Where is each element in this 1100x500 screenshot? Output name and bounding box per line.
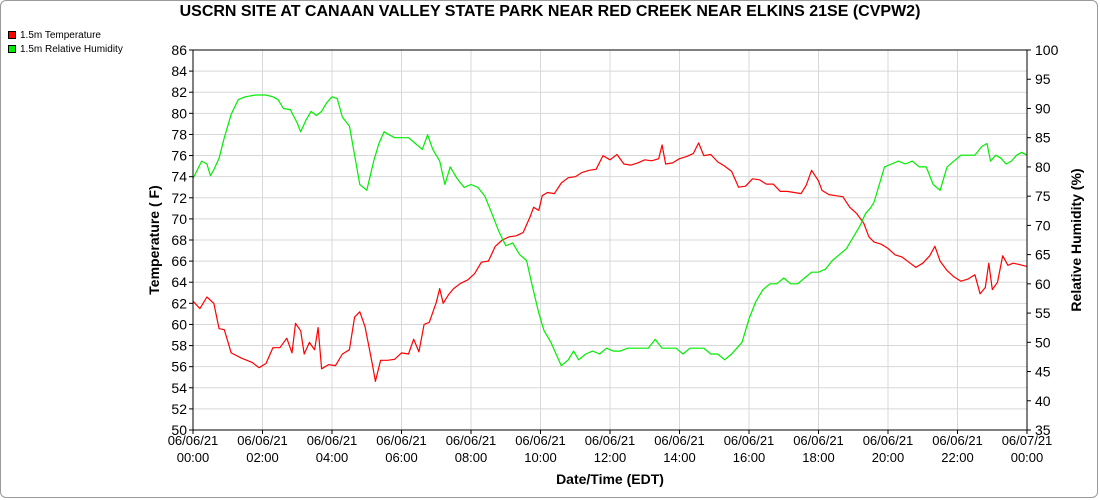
- left-tick-label: 68: [171, 232, 187, 248]
- left-tick-label: 82: [171, 84, 187, 100]
- grid-lines: [192, 49, 1028, 431]
- x-tick-label-time: 10:00: [524, 450, 557, 465]
- legend-item-humidity: 1.5m Relative Humidity: [8, 42, 123, 56]
- x-tick-label-date: 06/06/21: [654, 433, 705, 448]
- x-tick-label-date: 06/06/21: [585, 433, 636, 448]
- left-tick-label: 54: [171, 380, 187, 396]
- right-tick-label: 80: [1035, 159, 1051, 175]
- series-line-temperature: [192, 142, 1028, 382]
- right-y-axis: 35 40 45 50 55 60 65 70 75 80 85 90 95 100: [1027, 42, 1059, 438]
- left-tick-label: 72: [171, 190, 187, 206]
- right-tick-label: 60: [1035, 276, 1051, 292]
- x-axis: 06/06/21 00:00 06/06/21 02:00 06/06/21 04:00 0…: [168, 430, 1053, 465]
- legend-label-temperature: 1.5m Temperature: [20, 29, 101, 41]
- left-tick-label: 80: [171, 105, 187, 121]
- right-tick-label: 65: [1035, 247, 1051, 263]
- left-tick-label: 62: [171, 295, 187, 311]
- left-tick-label: 84: [171, 63, 187, 79]
- left-tick-label: 64: [171, 274, 187, 290]
- x-tick-label-date: 06/06/21: [793, 433, 844, 448]
- left-tick-label: 78: [171, 126, 187, 142]
- x-tick-label-time: 20:00: [872, 450, 905, 465]
- x-tick-label-date: 06/06/21: [376, 433, 427, 448]
- x-tick-label-date: 06/07/21: [1002, 433, 1053, 448]
- chart-title: USCRN SITE AT CANAAN VALLEY STATE PARK N…: [179, 3, 921, 20]
- x-tick-label-date: 06/06/21: [515, 433, 566, 448]
- right-tick-label: 100: [1035, 42, 1059, 58]
- x-tick-label-time: 08:00: [455, 450, 488, 465]
- x-tick-label-date: 06/06/21: [863, 433, 914, 448]
- x-tick-label-time: 14:00: [663, 450, 696, 465]
- right-tick-label: 85: [1035, 130, 1051, 146]
- x-tick-label-time: 12:00: [594, 450, 627, 465]
- right-tick-label: 75: [1035, 188, 1051, 204]
- left-tick-label: 66: [171, 253, 187, 269]
- series-line-humidity: [192, 94, 1028, 367]
- left-tick-label: 58: [171, 338, 187, 354]
- left-tick-label: 50: [171, 422, 187, 438]
- x-tick-label-date: 06/06/21: [932, 433, 983, 448]
- right-tick-label: 90: [1035, 100, 1051, 116]
- x-tick-label-time: 04:00: [316, 450, 349, 465]
- legend-item-temperature: 1.5m Temperature: [8, 28, 123, 42]
- left-tick-label: 70: [171, 211, 187, 227]
- left-tick-label: 60: [171, 316, 187, 332]
- right-tick-label: 55: [1035, 305, 1051, 321]
- right-tick-label: 70: [1035, 217, 1051, 233]
- left-tick-label: 86: [171, 42, 187, 58]
- left-y-axis: 50 52 54 56 58 60 62 64 66 68 70 72 74 76 78 80 82 84 86: [171, 42, 193, 438]
- legend: 1.5m Temperature 1.5m Relative Humidity: [8, 28, 123, 56]
- right-tick-label: 45: [1035, 364, 1051, 380]
- x-tick-label-time: 06:00: [385, 450, 418, 465]
- x-tick-label-date: 06/06/21: [307, 433, 358, 448]
- x-tick-label-time: 22:00: [941, 450, 974, 465]
- right-tick-label: 50: [1035, 334, 1051, 350]
- x-axis-label: Date/Time (EDT): [556, 471, 664, 487]
- x-tick-label-time: 02:00: [246, 450, 279, 465]
- left-tick-label: 74: [171, 169, 187, 185]
- legend-swatch-humidity: [8, 45, 16, 53]
- x-tick-label-time: 16:00: [733, 450, 766, 465]
- right-tick-label: 40: [1035, 393, 1051, 409]
- x-tick-label-time: 00:00: [1011, 450, 1044, 465]
- series-lines: [192, 94, 1028, 382]
- x-tick-label-date: 06/06/21: [446, 433, 497, 448]
- x-tick-label-time: 18:00: [802, 450, 835, 465]
- right-tick-label: 35: [1035, 422, 1051, 438]
- left-tick-label: 56: [171, 359, 187, 375]
- x-tick-label-date: 06/06/21: [237, 433, 288, 448]
- legend-label-humidity: 1.5m Relative Humidity: [20, 43, 123, 55]
- y-axis-label-left: Temperature ( F): [146, 185, 162, 294]
- y-axis-label-right: Relative Humidity (%): [1068, 168, 1084, 311]
- x-tick-label-time: 00:00: [177, 450, 210, 465]
- legend-swatch-temperature: [8, 31, 16, 39]
- x-tick-label-date: 06/06/21: [724, 433, 775, 448]
- x-tick-label-date: 06/06/21: [168, 433, 219, 448]
- left-tick-label: 76: [171, 148, 187, 164]
- right-tick-label: 95: [1035, 71, 1051, 87]
- left-tick-label: 52: [171, 401, 187, 417]
